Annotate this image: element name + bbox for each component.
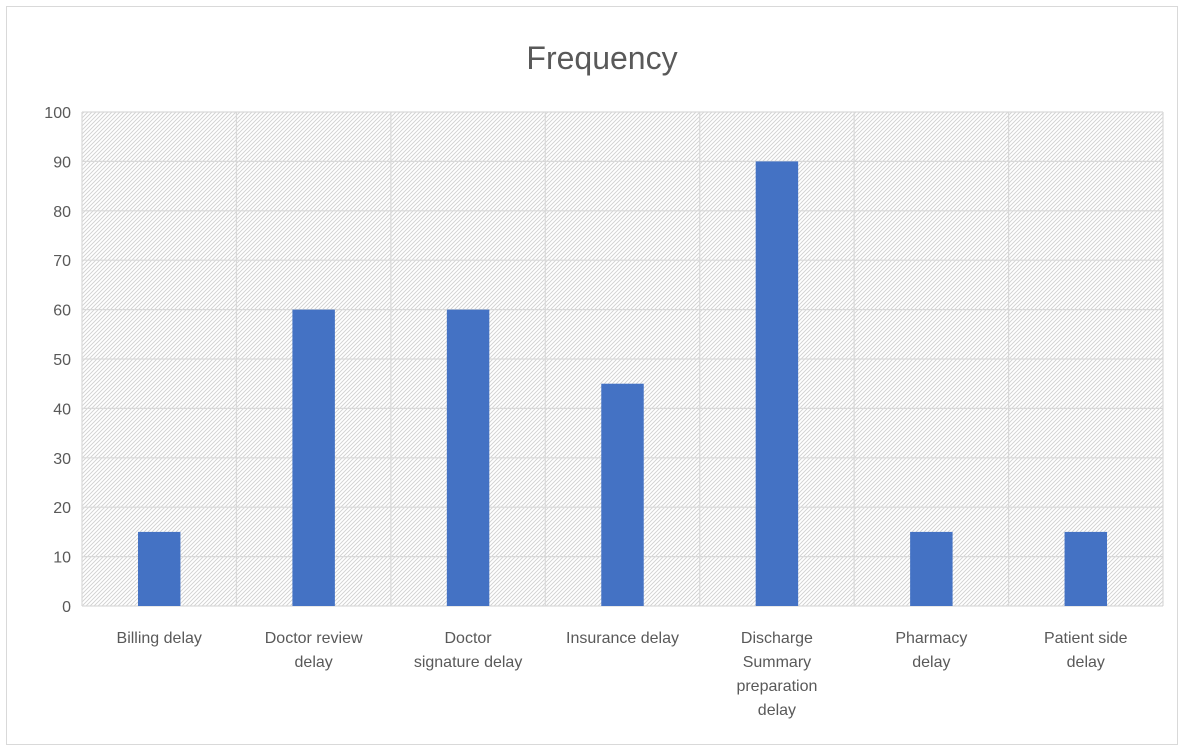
- y-tick-label: 70: [53, 253, 71, 270]
- y-tick-label: 60: [53, 303, 71, 320]
- bars: [137, 161, 1108, 606]
- x-axis-labels: Billing delay Doctor review delay Doctor sig…: [117, 630, 1128, 719]
- y-tick-label: 80: [53, 204, 71, 221]
- gridlines: [81, 111, 1164, 607]
- x-category-label: Billing delay: [117, 630, 202, 647]
- bar-6: [1064, 531, 1108, 606]
- x-category-label: Doctor signature delay: [414, 630, 523, 671]
- bar-2: [446, 309, 490, 606]
- x-category-label: Pharmacy delay: [895, 630, 967, 671]
- y-tick-label: 10: [53, 550, 71, 567]
- bar-3: [601, 383, 644, 606]
- x-category-label: Patient side delay: [1044, 630, 1128, 671]
- y-tick-label: 100: [44, 105, 71, 122]
- bar-4: [755, 161, 799, 606]
- bar-0: [137, 531, 181, 606]
- y-tick-label: 40: [53, 401, 71, 418]
- y-tick-label: 90: [53, 154, 71, 171]
- y-axis-ticks: 0 10 20 30 40 50 60 70 80 90 100: [44, 105, 71, 616]
- x-category-label: Discharge Summary preparation delay: [736, 630, 817, 719]
- bar-5: [910, 531, 953, 606]
- bar-1: [292, 309, 335, 606]
- y-tick-label: 0: [62, 599, 71, 616]
- y-tick-label: 20: [53, 500, 71, 517]
- x-category-label: Doctor review delay: [265, 630, 363, 671]
- y-tick-label: 50: [53, 352, 71, 369]
- y-tick-label: 30: [53, 451, 71, 468]
- x-category-label: Insurance delay: [566, 630, 679, 647]
- chart-title: Frequency: [526, 40, 677, 76]
